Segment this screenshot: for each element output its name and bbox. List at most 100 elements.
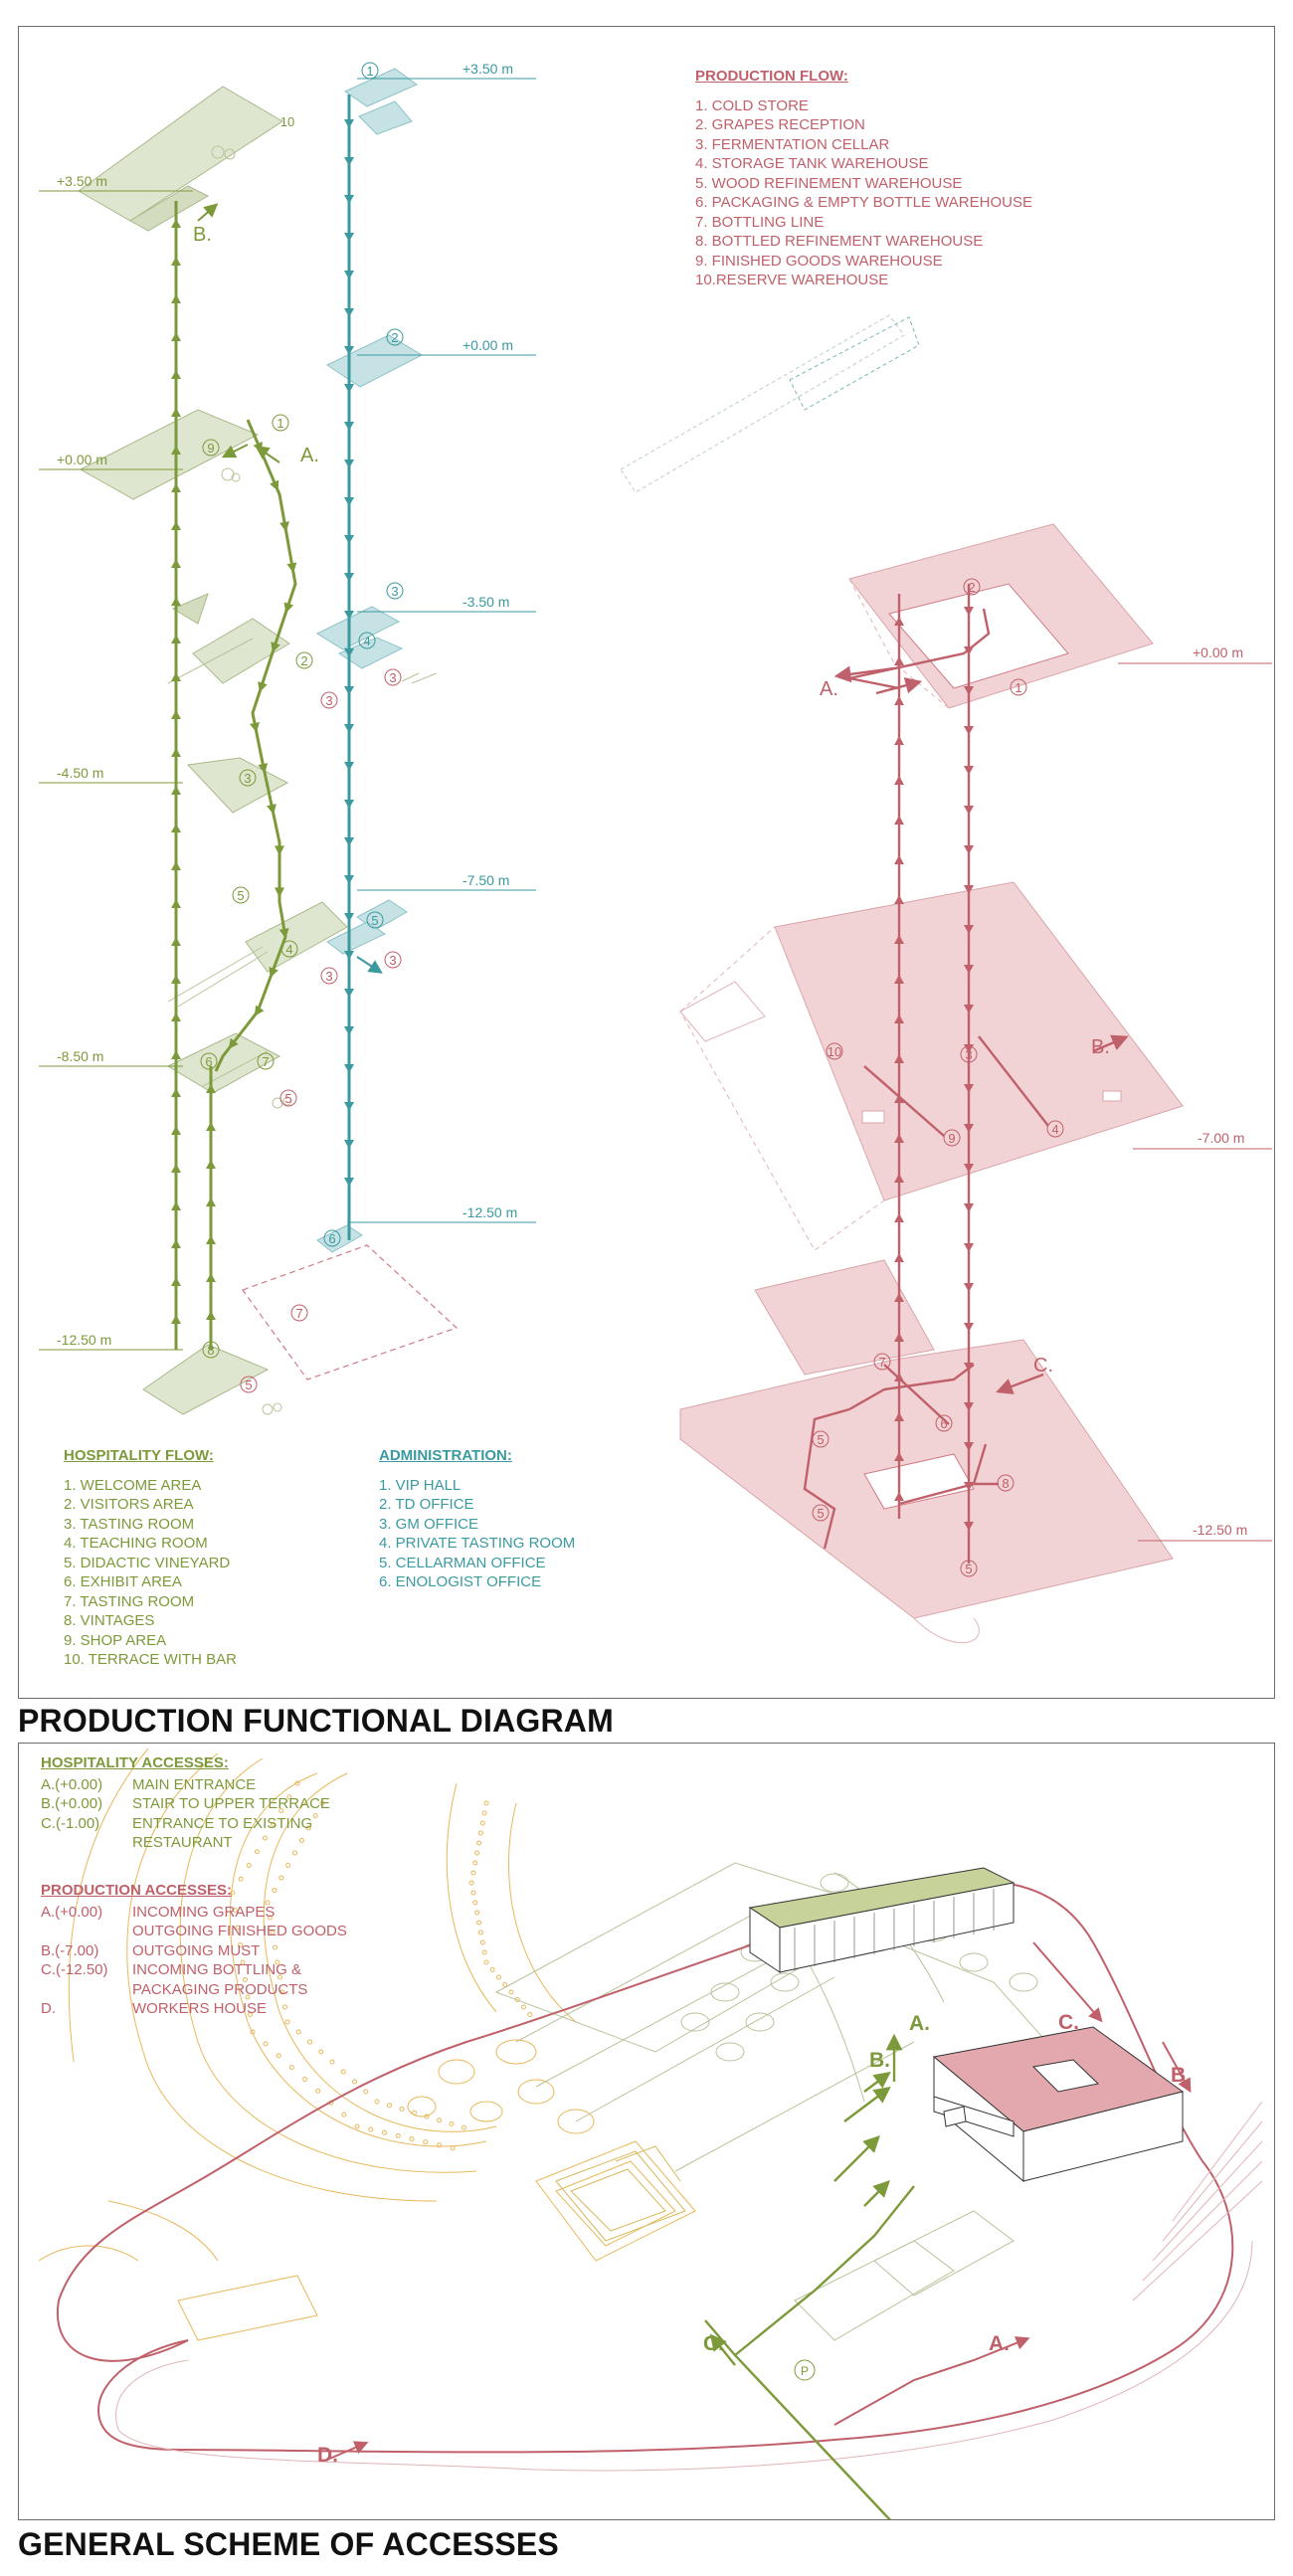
tree-dot — [279, 1989, 285, 1995]
tree-dot — [273, 1944, 277, 1950]
hospitality-flow-heading: HOSPITALITY FLOW: — [64, 1447, 214, 1464]
production-flow-legend: PRODUCTION FLOW: 1. COLD STORE 2. GRAPES… — [695, 67, 1032, 290]
tree-dot — [470, 1890, 476, 1896]
flow-arrowhead-up — [894, 1014, 904, 1023]
tree-dot — [382, 2129, 387, 2135]
marker-prod-7b: 7 — [878, 1355, 885, 1370]
flow-arrowhead-down — [344, 1140, 354, 1149]
visit-path-arrowhead — [258, 681, 268, 693]
tree-dot — [278, 1875, 284, 1881]
marker-prod-6: 6 — [940, 1416, 947, 1431]
legend-item: 4. PRIVATE TASTING ROOM — [379, 1535, 576, 1552]
tree-dot — [285, 1863, 291, 1868]
level-label-prod-m700: -7.00 m — [1198, 1130, 1244, 1146]
access-code: C.(-12.50) — [41, 1961, 108, 1978]
hospitality-vertical-up — [171, 201, 181, 1350]
tree-dot — [263, 1835, 268, 1841]
flow-arrowhead-down — [964, 1442, 974, 1451]
flow-arrowhead-down — [344, 233, 354, 242]
visit-path-arrowhead — [286, 562, 297, 574]
legend-item: 7. TASTING ROOM — [64, 1592, 195, 1610]
flow-arrowhead-up — [894, 1333, 904, 1342]
flow-arrowhead-up — [171, 824, 181, 832]
hospitality-flow-legend: HOSPITALITY FLOW: 1. WELCOME AREA 2. VIS… — [64, 1446, 237, 1670]
tree-dot — [395, 2132, 401, 2138]
flow-arrowhead-up — [171, 1050, 181, 1059]
site-plan-drawing: P A. B. C. A. B. C. D. — [38, 1748, 1263, 2525]
level-label-hosp-m450: -4.50 m — [57, 765, 103, 781]
flow-arrowhead-up — [894, 935, 904, 944]
access-code: C.(-1.00) — [41, 1814, 100, 1832]
tree-dot — [479, 1939, 485, 1945]
site-label-prod-d: D. — [317, 2444, 338, 2467]
access-code: B.(-7.00) — [41, 1941, 99, 1959]
tree-dot — [424, 2114, 430, 2119]
legend-item: 3. GM OFFICE — [379, 1515, 479, 1533]
tree-dot — [275, 1959, 280, 1965]
marker-hosp-b: B. — [193, 224, 212, 246]
flow-arrowhead-up — [171, 1088, 181, 1097]
flow-arrowhead-up — [894, 776, 904, 785]
level-labels-left: +3.50 m +0.00 m -4.50 m -8.50 m -12.50 m… — [57, 61, 517, 1348]
site-label-prod-b: B. — [1171, 2064, 1192, 2087]
visit-path-arrowhead — [270, 479, 279, 491]
access-code: A.(+0.00) — [41, 1775, 103, 1793]
visit-path-arrowhead — [254, 1005, 265, 1016]
landscape-lines — [38, 1748, 696, 2341]
access-text: OUTGOING FINISHED GOODS — [132, 1923, 347, 1939]
production-upper-ghost — [620, 314, 920, 493]
tree-dot — [387, 2103, 392, 2109]
flow-arrowhead-up — [171, 1012, 181, 1021]
flow-arrowhead-up — [171, 370, 181, 379]
flow-arrowhead-down — [344, 271, 354, 279]
flow-arrowhead-up — [894, 1134, 904, 1143]
tree-dot — [489, 1967, 495, 1972]
flow-arrowhead-up — [894, 1293, 904, 1302]
flow-arrowhead-up — [171, 483, 181, 492]
level-label-admin-m350: -3.50 m — [462, 594, 509, 610]
visit-path-arrowhead — [267, 804, 277, 815]
access-text: INCOMING BOTTLING & — [132, 1961, 302, 1978]
marker-hosp-10: 10 — [280, 114, 294, 129]
flow-arrowhead-down — [344, 346, 354, 355]
tree-dot — [437, 2142, 442, 2148]
access-code — [41, 1922, 132, 1941]
access-code: B.(+0.00) — [41, 1795, 103, 1812]
production-level-m1250 — [679, 1259, 1174, 1644]
flow-arrowhead-down — [344, 1026, 354, 1035]
tree-dot — [305, 1825, 311, 1831]
production-flow-arrows — [894, 607, 974, 1531]
flow-arrowhead-up — [171, 672, 181, 681]
legend-item: 2. GRAPES RECEPTION — [695, 116, 865, 133]
tree-dot — [368, 2126, 374, 2132]
legend-item: 10. TERRACE WITH BAR — [64, 1651, 237, 1668]
tree-dot — [409, 2136, 415, 2141]
marker-hosp-3: 3 — [244, 771, 251, 786]
marker-prod-7: 7 — [295, 1306, 302, 1321]
marker-prod-3a: 3 — [325, 693, 332, 708]
functional-diagram-panel: +3.50 m +0.00 m -4.50 m -8.50 m -12.50 m… — [18, 26, 1275, 1699]
flow-arrowhead-up — [171, 635, 181, 644]
legend-item: 2. TD OFFICE — [379, 1496, 474, 1513]
existing-restaurant — [555, 2145, 686, 2242]
marker-prod-5c: 5 — [817, 1432, 824, 1447]
flow-arrowhead-down — [344, 497, 354, 506]
flow-arrowhead-down — [964, 1243, 974, 1252]
access-text: INCOMING GRAPES — [132, 1903, 276, 1921]
legend-item: 10.RESERVE WAREHOUSE — [695, 272, 889, 288]
flow-arrowhead-up — [171, 1164, 181, 1173]
marker-prod-3c: 3 — [325, 969, 332, 984]
flow-arrowhead-up — [171, 1277, 181, 1286]
flow-arrowhead-down — [964, 1482, 974, 1491]
flow-arrowhead-up — [894, 1373, 904, 1381]
level-label-hosp-000: +0.00 m — [57, 452, 107, 467]
visit-path-arrowhead — [283, 602, 294, 614]
legend-item: 2. VISITORS AREA — [64, 1496, 194, 1513]
flow-arrowhead-up — [171, 597, 181, 606]
marker-prod-5a: 5 — [284, 1091, 291, 1106]
flow-arrowhead-down — [344, 951, 354, 960]
tree-dot — [483, 1959, 489, 1965]
flow-arrowhead-up — [171, 1201, 181, 1210]
tree-dot — [521, 2004, 526, 2010]
landscape-tree-dots — [230, 1780, 533, 2151]
